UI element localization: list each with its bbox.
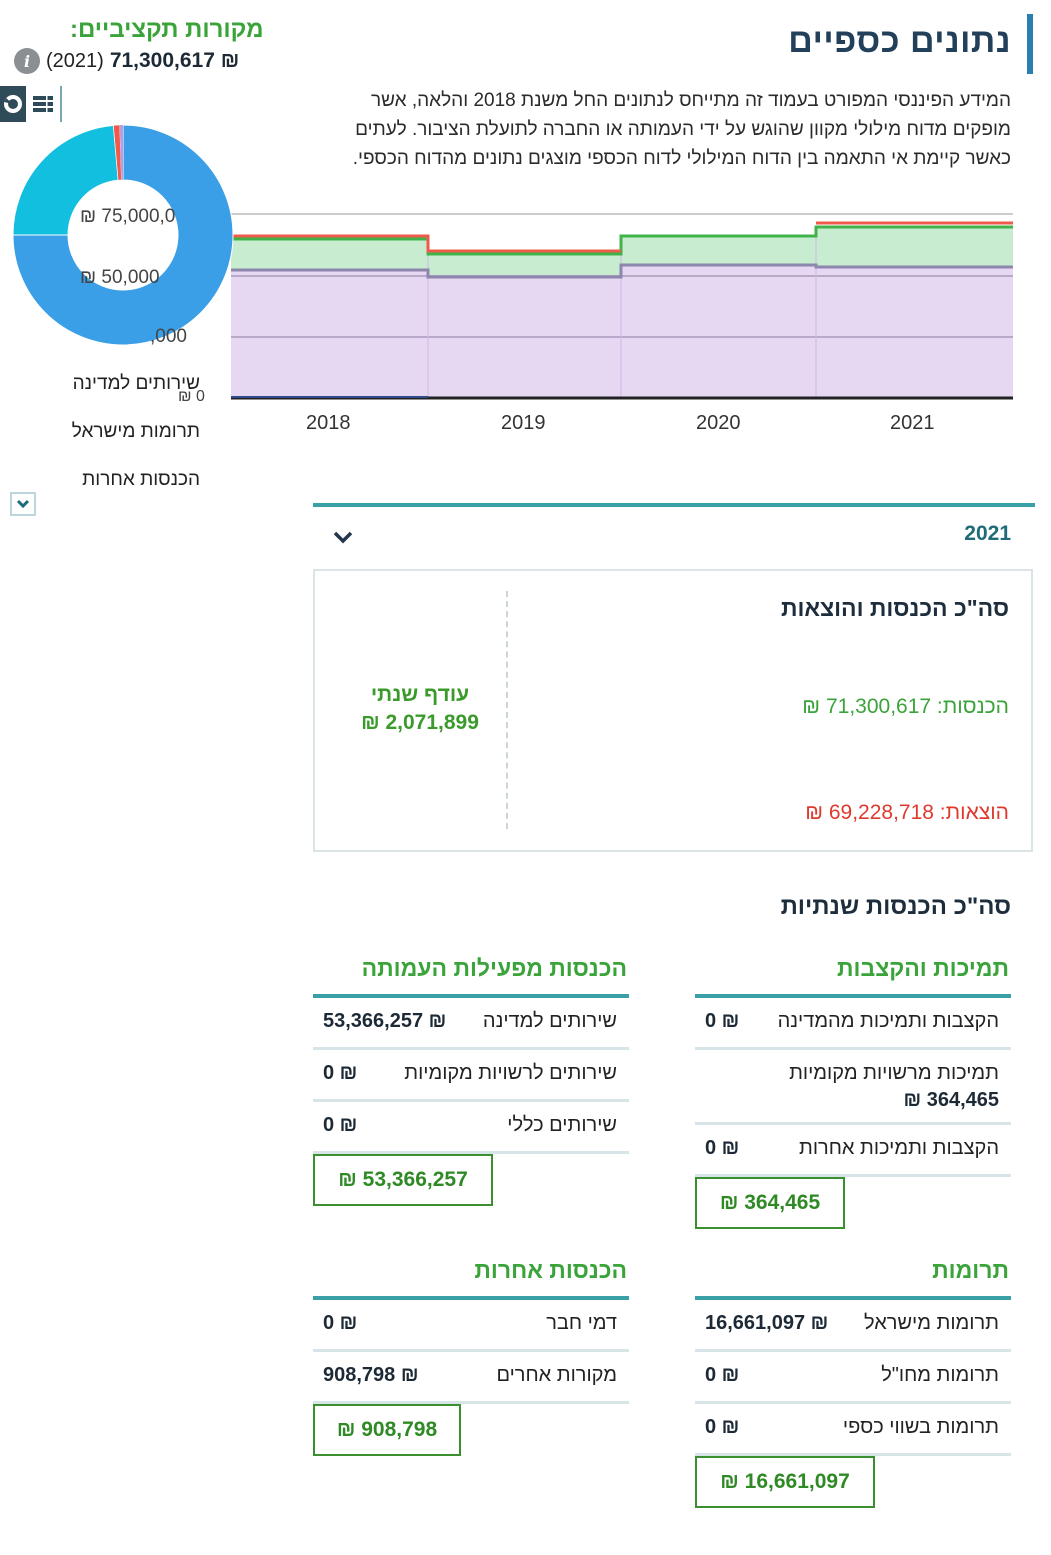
legend-expand-button[interactable] <box>10 492 36 516</box>
budget-sources-value: i (2021) 71,300,617 ₪ <box>14 48 239 74</box>
row-value: 16,661,097 ₪ <box>705 1312 829 1334</box>
pie-view-button[interactable] <box>0 86 26 122</box>
row-label: הקצבות ותמיכות מהמדינה <box>777 1010 999 1032</box>
summary-title: סה"כ הכנסות והוצאות <box>780 595 1009 621</box>
table-icon <box>33 96 53 112</box>
table-row: שירותים למדינה 53,366,257 ₪ <box>313 998 629 1050</box>
summary-divider <box>506 591 508 829</box>
row-label: תמיכות מרשויות מקומיות <box>789 1062 999 1084</box>
area-services <box>231 265 1013 398</box>
panel-total: 16,661,097 ₪ <box>695 1456 875 1508</box>
row-label: דמי חבר <box>546 1312 617 1334</box>
y-axis-label-partial: ,000 <box>150 326 187 347</box>
row-value: 0 ₪ <box>705 1010 740 1032</box>
legend-item[interactable]: תרומות מישראל <box>71 421 200 442</box>
page-title: נתונים כספיים <box>788 22 1011 60</box>
donut-overlay-label: ₪ 50,000 <box>80 267 160 288</box>
chevron-down-icon <box>16 499 30 509</box>
row-value: 0 ₪ <box>705 1137 740 1159</box>
surplus-label: עודף שנתי <box>370 683 470 706</box>
panel-title: תרומות <box>932 1257 1009 1283</box>
chevron-down-icon <box>333 531 353 544</box>
row-value: 0 ₪ <box>323 1114 358 1136</box>
row-value: 908,798 ₪ <box>323 1364 419 1386</box>
y-axis-label-zero: ₪ 0 <box>178 388 205 405</box>
view-toggle <box>0 86 62 122</box>
table-row: תרומות מחו"ל 0 ₪ <box>695 1352 1011 1404</box>
table-row: דמי חבר 0 ₪ <box>313 1300 629 1352</box>
table-row: תמיכות מרשויות מקומיות 364,465 ₪ <box>695 1050 1011 1125</box>
panel-other-income: הכנסות אחרות דמי חבר 0 ₪ מקורות אחרים 90… <box>313 1250 629 1456</box>
panel-total: 364,465 ₪ <box>695 1177 845 1229</box>
table-row: שירותים כללי 0 ₪ <box>313 1102 629 1154</box>
donut-overlay-label: ₪ 75,000,0 <box>80 206 175 227</box>
annual-income-title: סה"כ הכנסות שנתיות <box>780 893 1011 920</box>
budget-sources-year: (2021) <box>46 49 104 72</box>
row-value: 0 ₪ <box>323 1062 358 1084</box>
panel-title: הכנסות אחרות <box>474 1257 627 1283</box>
panel-total: 908,798 ₪ <box>313 1404 461 1456</box>
surplus-value: 2,071,899 ₪ <box>361 711 479 734</box>
total-income: הכנסות: 71,300,617 ₪ <box>802 695 1009 718</box>
x-axis-label: 2020 <box>696 412 741 434</box>
year-accordion-label[interactable]: 2021 <box>964 522 1011 545</box>
row-value: 364,465 ₪ <box>903 1089 999 1111</box>
row-label: שירותים לרשויות מקומיות <box>404 1062 617 1084</box>
row-value: 0 ₪ <box>705 1364 740 1386</box>
panel-total: 53,366,257 ₪ <box>313 1154 493 1206</box>
title-accent-bar <box>1027 14 1033 74</box>
panel-title: הכנסות מפעילות העמותה <box>361 955 627 981</box>
panel-title: תמיכות והקצבות <box>837 955 1009 981</box>
row-label: הקצבות ותמיכות אחרות <box>799 1137 999 1159</box>
year-accordion-toggle[interactable] <box>330 524 356 550</box>
row-value: 0 ₪ <box>705 1416 740 1438</box>
info-icon[interactable]: i <box>14 48 40 74</box>
income-history-chart <box>231 213 1013 400</box>
row-label: תרומות מחו"ל <box>881 1364 999 1386</box>
intro-paragraph: המידע הפיננסי המפורט בעמוד זה מתייחס לנת… <box>352 90 1011 169</box>
row-label: תרומות בשווי כספי <box>842 1416 999 1438</box>
year-section-rule <box>313 503 1035 507</box>
annual-surplus: עודף שנתי 2,071,899 ₪ <box>345 681 495 737</box>
table-row: שירותים לרשויות מקומיות 0 ₪ <box>313 1050 629 1102</box>
panel-grants: תמיכות והקצבות הקצבות ותמיכות מהמדינה 0 … <box>695 948 1011 1229</box>
budget-sources-amount: 71,300,617 ₪ <box>109 49 240 72</box>
table-view-button[interactable] <box>26 86 60 122</box>
row-label: שירותים כללי <box>507 1114 617 1136</box>
panel-activity-income: הכנסות מפעילות העמותה שירותים למדינה 53,… <box>313 948 629 1206</box>
x-axis-label: 2018 <box>306 412 351 434</box>
table-row: תרומות מישראל 16,661,097 ₪ <box>695 1300 1011 1352</box>
x-axis-label: 2019 <box>501 412 546 434</box>
budget-sources-title: מקורות תקציביים: <box>70 16 264 43</box>
income-expense-summary: סה"כ הכנסות והוצאות הכנסות: 71,300,617 ₪… <box>313 569 1033 852</box>
x-axis-label: 2021 <box>890 412 935 434</box>
row-label: מקורות אחרים <box>496 1364 617 1386</box>
row-label: שירותים למדינה <box>482 1010 617 1032</box>
legend-item[interactable]: שירותים למדינה <box>72 373 200 394</box>
total-expenses: הוצאות: 69,228,718 ₪ <box>805 801 1009 824</box>
table-row: מקורות אחרים 908,798 ₪ <box>313 1352 629 1404</box>
table-row: הקצבות ותמיכות אחרות 0 ₪ <box>695 1125 1011 1177</box>
table-row: תרומות בשווי כספי 0 ₪ <box>695 1404 1011 1456</box>
row-label: תרומות מישראל <box>864 1312 999 1334</box>
legend-item[interactable]: הכנסות אחרות <box>82 469 200 490</box>
pie-chart-icon <box>4 95 22 113</box>
row-value: 0 ₪ <box>323 1312 358 1334</box>
row-value: 53,366,257 ₪ <box>323 1010 447 1032</box>
table-row: הקצבות ותמיכות מהמדינה 0 ₪ <box>695 998 1011 1050</box>
donut-legend: שירותים למדינה תרומות מישראל הכנסות אחרו… <box>40 370 200 514</box>
budget-sources-donut[interactable]: ₪ 75,000,0 ₪ 50,000 <box>10 122 236 348</box>
panel-donations: תרומות תרומות מישראל 16,661,097 ₪ תרומות… <box>695 1250 1011 1508</box>
